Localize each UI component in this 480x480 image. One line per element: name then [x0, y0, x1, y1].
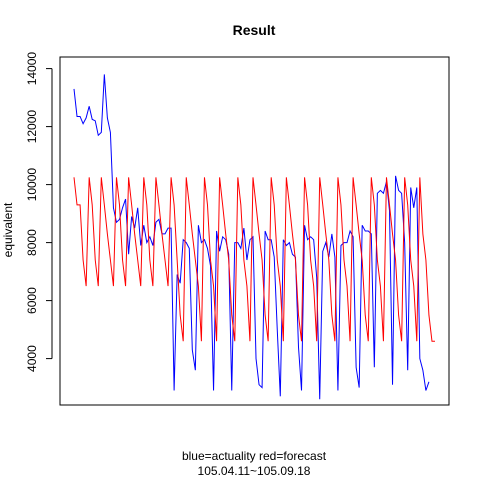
plot-frame — [59, 56, 450, 406]
series-layer — [73, 74, 435, 400]
y-tick-label: 4000 — [25, 345, 39, 372]
y-tick-label: 8000 — [25, 229, 39, 256]
x-axis-label-line1: blue=actuality red=forecast — [182, 449, 327, 463]
series-line-forecast — [73, 177, 435, 342]
y-axis: 4000 6000 8000 10000 12000 14000 — [25, 52, 53, 372]
y-axis-label: equivalent — [1, 202, 15, 257]
x-axis-label-line2: 105.04.11~105.09.18 — [198, 464, 311, 478]
y-tick-label: 12000 — [25, 110, 39, 144]
chart-title: Result — [233, 22, 276, 38]
y-tick-label: 10000 — [25, 168, 39, 202]
y-tick-label: 6000 — [25, 287, 39, 314]
y-tick-label: 14000 — [25, 52, 39, 86]
